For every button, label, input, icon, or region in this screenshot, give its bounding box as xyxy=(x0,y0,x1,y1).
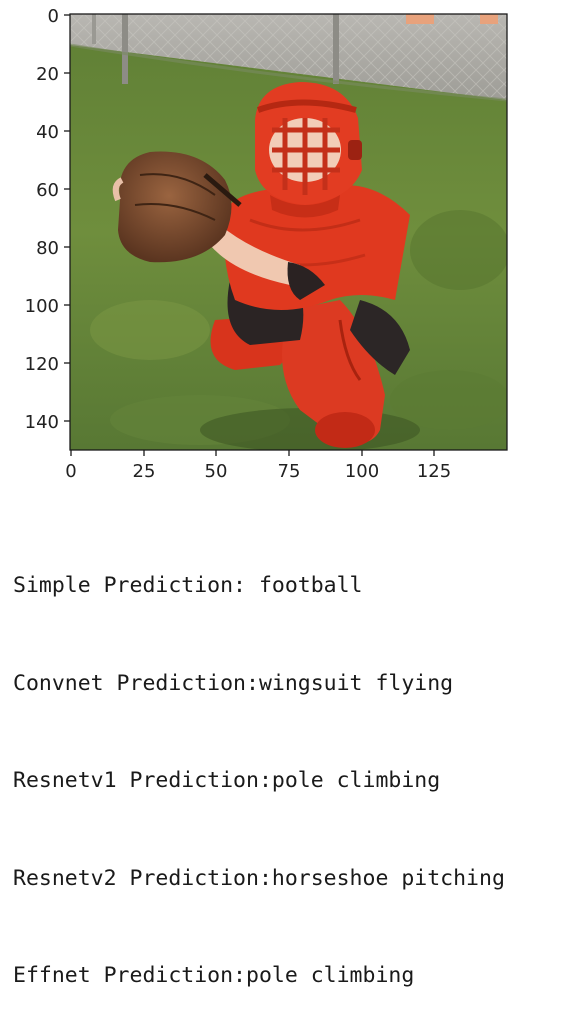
resnetv1-prediction-line: Resnetv1 Prediction:pole climbing xyxy=(13,765,505,798)
x-tick-label: 50 xyxy=(205,461,228,482)
x-tick-label: 75 xyxy=(278,461,301,482)
prediction-label: Simple Prediction: xyxy=(13,573,259,598)
y-axis xyxy=(64,14,70,422)
prediction-value: horseshoe pitching xyxy=(271,865,505,891)
prediction-label: Convnet Prediction: xyxy=(13,670,259,696)
image-plot: 0 20 40 60 80 100 120 140 0 25 50 75 100… xyxy=(25,6,508,482)
x-tick-label: 0 xyxy=(65,461,76,482)
x-tick-label: 125 xyxy=(417,461,451,482)
convnet-prediction-line: Convnet Prediction:wingsuit flying xyxy=(13,668,505,701)
y-tick-label: 40 xyxy=(36,122,59,143)
photo xyxy=(70,14,507,450)
x-axis xyxy=(70,450,435,456)
prediction-label: Resnetv1 Prediction: xyxy=(13,768,272,793)
prediction-output: Simple Prediction: football Convnet Pred… xyxy=(13,505,505,1025)
y-tick-label: 120 xyxy=(25,354,59,375)
y-tick-label: 0 xyxy=(48,6,59,27)
y-tick-label: 20 xyxy=(36,64,59,85)
simple-prediction-line: Simple Prediction: football xyxy=(13,570,505,603)
y-tick-label: 140 xyxy=(25,412,59,433)
resnetv2-prediction-line: Resnetv2 Prediction:horseshoe pitching xyxy=(13,863,505,896)
x-tick-label: 25 xyxy=(133,461,156,482)
y-tick-label: 100 xyxy=(25,296,59,317)
effnet-prediction-line: Effnet Prediction:pole climbing xyxy=(13,960,505,993)
y-tick-label: 60 xyxy=(36,180,59,201)
prediction-label: Resnetv2 Prediction: xyxy=(13,865,272,891)
prediction-value: football xyxy=(258,573,363,598)
x-tick-label: 100 xyxy=(345,461,379,482)
prediction-value: pole climbing xyxy=(271,768,441,793)
prediction-value: pole climbing xyxy=(246,963,415,988)
y-tick-label: 80 xyxy=(36,238,59,259)
prediction-value: wingsuit flying xyxy=(258,670,454,696)
prediction-label: Effnet Prediction: xyxy=(13,963,246,988)
